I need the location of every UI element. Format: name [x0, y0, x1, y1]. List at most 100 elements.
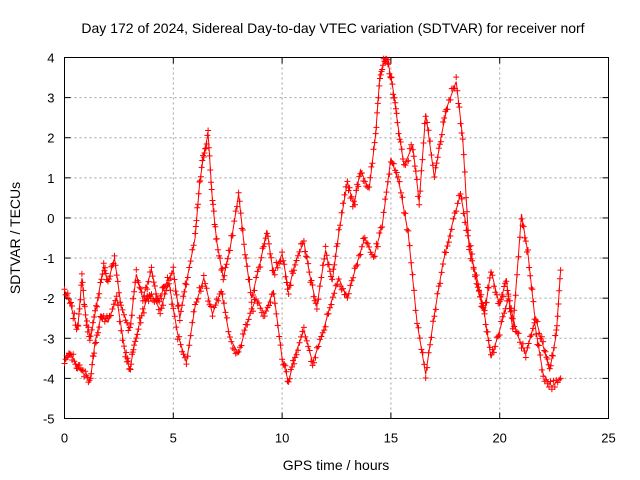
data-point [383, 189, 390, 196]
data-point [459, 136, 466, 143]
data-point [287, 282, 294, 289]
data-point [377, 75, 383, 82]
data-point [87, 375, 94, 382]
data-point [195, 295, 201, 302]
data-point [458, 130, 465, 136]
data-point [258, 254, 265, 261]
data-point [76, 305, 83, 312]
data-point [356, 252, 362, 259]
data-point [535, 342, 542, 349]
data-point [69, 303, 76, 309]
data-point [531, 319, 538, 326]
data-point [293, 257, 300, 264]
data-point [270, 290, 277, 297]
data-point [537, 352, 544, 358]
x-tick-label: 0 [61, 431, 68, 446]
data-point [514, 329, 521, 336]
data-point [357, 251, 364, 258]
data-point [212, 302, 219, 309]
data-point [265, 233, 271, 240]
data-point [246, 276, 253, 283]
data-point [376, 82, 383, 89]
data-point [173, 324, 180, 331]
data-point [311, 297, 318, 304]
data-point [415, 193, 422, 200]
data-point [409, 271, 416, 278]
y-tick-label: 3 [47, 91, 54, 106]
data-point [288, 364, 295, 370]
data-point [371, 253, 378, 260]
y-tick-label: -2 [43, 291, 55, 306]
data-point [186, 264, 193, 271]
data-point [325, 261, 332, 268]
data-point [453, 74, 460, 81]
data-point [306, 269, 313, 276]
x-tick-label: 15 [384, 431, 398, 446]
data-point [164, 274, 171, 281]
data-point [367, 174, 374, 181]
data-point [366, 244, 373, 250]
data-point [270, 267, 277, 274]
data-point [251, 287, 258, 294]
y-tick-label: -1 [43, 251, 55, 266]
data-point [115, 289, 122, 296]
data-point [315, 343, 322, 350]
data-point [123, 358, 130, 365]
data-point [115, 302, 122, 309]
data-point [373, 240, 380, 247]
data-point [71, 358, 78, 365]
data-point [399, 194, 406, 201]
data-point [220, 276, 227, 283]
data-point [433, 160, 440, 167]
data-point [242, 251, 249, 258]
data-point [527, 333, 534, 340]
x-tick-labels: 0 5 10 15 20 25 [61, 431, 616, 446]
data-point [222, 264, 229, 271]
data-point [292, 354, 299, 361]
data-point [435, 283, 442, 290]
data-point [284, 286, 291, 293]
data-point [319, 262, 326, 269]
data-point [305, 343, 312, 350]
data-point [181, 288, 188, 295]
data-point [281, 261, 288, 268]
data-point [95, 294, 102, 301]
data-point [179, 302, 185, 309]
data-point [303, 253, 309, 260]
data-point [290, 270, 296, 277]
data-point [358, 170, 365, 176]
data-point [522, 354, 529, 361]
data-point [403, 226, 410, 233]
data-point [235, 348, 242, 355]
data-point [73, 326, 80, 333]
data-point [346, 184, 353, 191]
data-point [344, 178, 351, 185]
data-point [100, 260, 107, 267]
data-point [97, 279, 104, 286]
data-point [489, 272, 496, 279]
data-point [135, 279, 142, 286]
data-point [384, 56, 391, 63]
data-point [419, 156, 426, 163]
data-point [285, 378, 292, 385]
data-point [370, 253, 377, 260]
data-point [318, 274, 325, 281]
data-point [369, 160, 376, 167]
data-point [543, 376, 550, 383]
data-point [425, 127, 432, 134]
data-point [61, 286, 68, 293]
data-point [402, 162, 409, 169]
data-point [444, 106, 451, 113]
data-point [428, 152, 435, 158]
data-point [408, 259, 415, 266]
data-point [125, 358, 132, 365]
data-point [177, 308, 184, 315]
data-point [470, 266, 477, 272]
data-point [133, 335, 140, 342]
data-point [248, 299, 255, 306]
data-point [109, 306, 116, 312]
data-point [150, 279, 157, 286]
data-point [210, 208, 217, 215]
data-point [226, 334, 233, 340]
data-point [154, 297, 161, 304]
